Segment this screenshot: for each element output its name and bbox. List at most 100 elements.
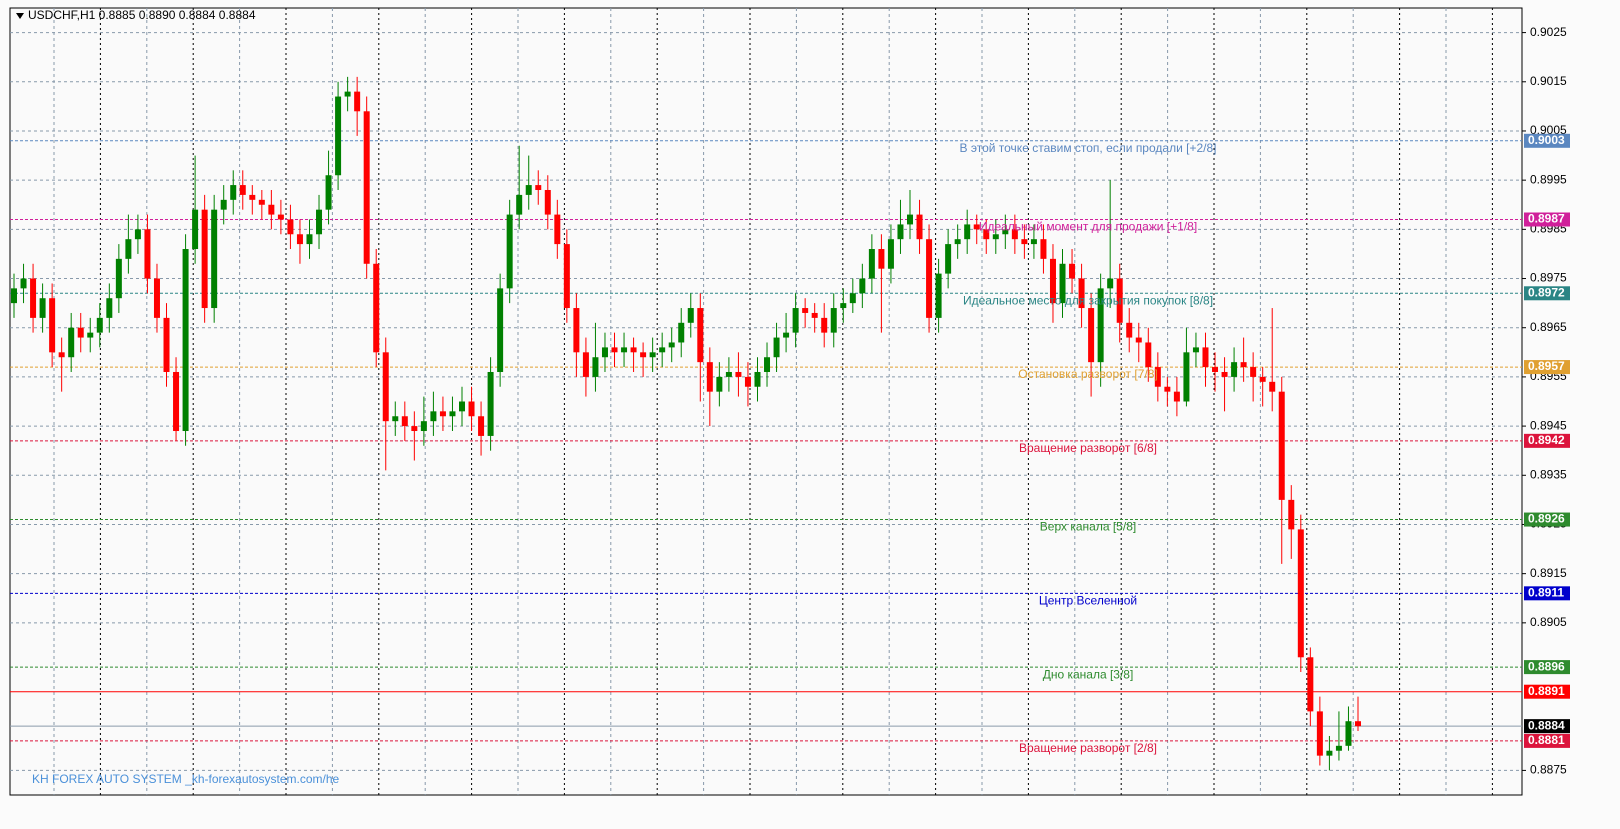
candle-body (802, 308, 809, 313)
candle-body (878, 249, 885, 269)
candle-body (1345, 721, 1352, 746)
y-tick-label: 0.8945 (1530, 418, 1567, 432)
price-tag-label: 0.8911 (1528, 586, 1564, 600)
y-tick-label: 0.9005 (1530, 123, 1567, 137)
candle-body (1164, 386, 1171, 392)
watermark: KH FOREX AUTO SYSTEM _kh-forexautosystem… (32, 772, 340, 786)
candle-body (268, 204, 275, 215)
candle-body (897, 224, 904, 240)
marks-layer (11, 76, 1361, 771)
candle-body (1107, 278, 1114, 289)
menu-arrow[interactable] (16, 13, 24, 19)
price-tag-label: 0.8891 (1528, 684, 1565, 698)
candle-body (725, 371, 732, 377)
candle-body (1259, 376, 1266, 382)
price-tag-label: 0.8957 (1528, 359, 1565, 373)
level-label: В этой точке ставим стоп, если продали [… (960, 141, 1217, 155)
price-tag (1524, 212, 1570, 227)
candle-body (783, 332, 790, 338)
candle-body (335, 96, 342, 176)
candle-body (811, 312, 818, 318)
y-tick-label: 0.8905 (1530, 615, 1567, 629)
candle-body (792, 308, 799, 333)
candle-body (115, 258, 122, 299)
level-label: Вращение разворот [2/8] (1019, 741, 1157, 755)
candle-body (459, 401, 465, 412)
price-tag-label: 0.8884 (1528, 718, 1565, 732)
price-tag (1524, 733, 1570, 748)
candle-body (153, 278, 160, 318)
candle-body (344, 91, 351, 97)
candle-body (659, 347, 666, 353)
candle-body (211, 209, 218, 309)
price-tag-label: 0.8926 (1528, 512, 1565, 526)
candle-body (468, 401, 475, 417)
candle-body (601, 347, 608, 358)
candle-body (1011, 229, 1018, 240)
candle-body (754, 371, 761, 387)
candle-body (420, 421, 427, 432)
candle-body (87, 332, 94, 338)
candle-body (401, 416, 408, 427)
candle-body (821, 317, 828, 333)
candle-body (49, 298, 56, 353)
candle-body (1212, 367, 1219, 372)
candle-body (554, 214, 561, 245)
candle-body (716, 376, 723, 392)
candle-body (1049, 258, 1056, 304)
candle-body (1135, 337, 1142, 343)
candle-body (840, 303, 847, 309)
candle-body (239, 185, 246, 195)
chart-title: USDCHF,H1 0.8885 0.8890 0.8884 0.8884 (28, 8, 256, 22)
candle-body (621, 347, 628, 353)
candle-body (668, 342, 675, 348)
candle-body (20, 278, 27, 289)
price-tag-label: 0.8987 (1528, 212, 1565, 226)
candle-body (687, 308, 694, 323)
candle-body (1069, 263, 1076, 279)
candle-body (544, 189, 551, 215)
candle-body (11, 288, 17, 304)
candle-body (1173, 391, 1180, 402)
candle-body (1126, 322, 1133, 338)
candle-body (1145, 342, 1152, 368)
candle-body (354, 91, 361, 112)
candle-body (887, 239, 894, 269)
candle-body (277, 214, 284, 220)
candle-body (1240, 362, 1247, 368)
candle-body (497, 288, 504, 372)
candle-body (907, 214, 913, 225)
candle-body (1021, 239, 1028, 245)
candle-body (1307, 657, 1314, 712)
candle-body (1202, 347, 1209, 368)
candle-body (1231, 362, 1238, 377)
candle-body (30, 278, 37, 318)
y-tick-label: 0.8935 (1530, 467, 1567, 481)
candle-body (363, 111, 370, 264)
candle-body (1116, 278, 1123, 323)
y-tick-label: 0.8875 (1530, 763, 1567, 777)
candle-body (106, 298, 113, 318)
candle-body (201, 209, 208, 309)
candle-body (1183, 352, 1190, 402)
candle-body (487, 371, 494, 436)
candle-body (373, 263, 380, 353)
candle-body (582, 352, 589, 377)
candle-body (592, 357, 599, 377)
candle-body (163, 317, 170, 372)
candle-body (478, 416, 485, 436)
candle-body (1002, 229, 1009, 235)
candle-body (411, 426, 418, 432)
price-tag (1524, 684, 1570, 699)
candle-body (1059, 263, 1066, 304)
candle-body (325, 175, 332, 210)
candle-body (192, 209, 199, 250)
level-label: Центр Вселенной (1039, 594, 1137, 608)
candle-body (125, 239, 132, 259)
y-tick-label: 0.8995 (1530, 172, 1567, 186)
candle-body (68, 327, 75, 358)
candle-body (1288, 499, 1295, 530)
candle-body (506, 214, 513, 289)
candle-body (649, 352, 656, 358)
candle-body (516, 194, 523, 215)
